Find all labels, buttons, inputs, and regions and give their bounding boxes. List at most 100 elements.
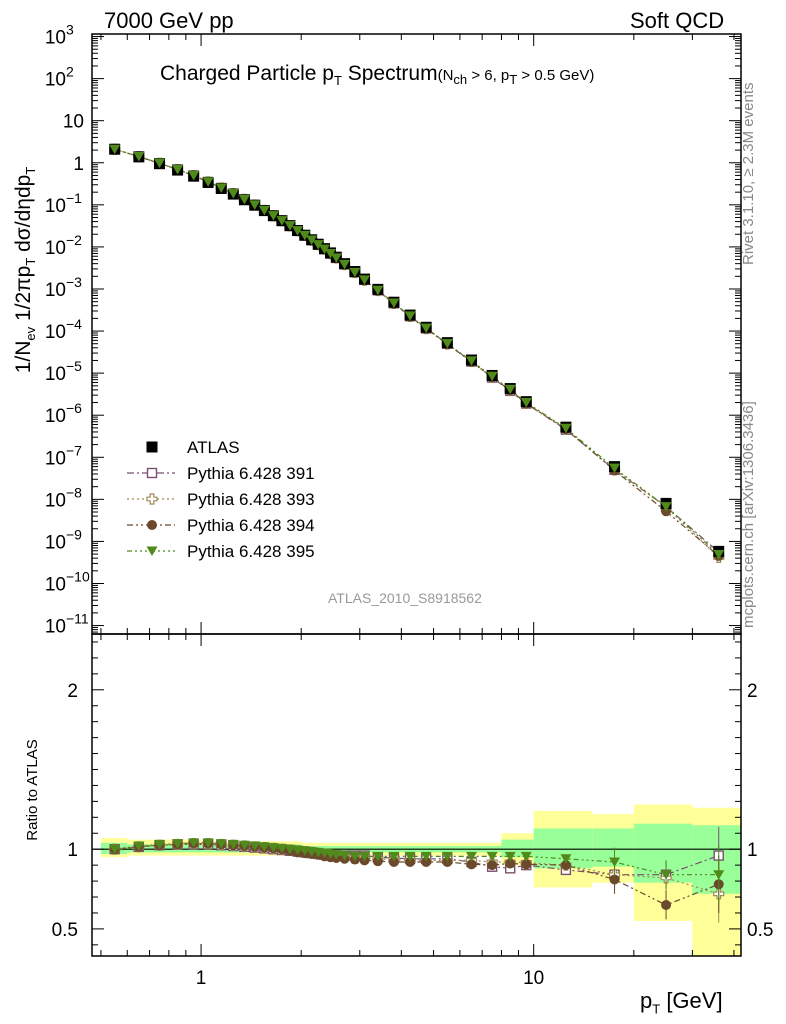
- data-point: [227, 189, 239, 199]
- ratio-y-tick-label: 2: [67, 681, 78, 702]
- mcplots-label: mcplots.cern.ch [arXiv:1306.3436]: [740, 401, 757, 628]
- ratio-point: [172, 839, 184, 849]
- y-tick-exponent: −9: [66, 526, 82, 542]
- data-point: [388, 298, 400, 309]
- ratio-point: [504, 851, 516, 862]
- y-tick-label: 10: [45, 280, 66, 301]
- ratio-point: [609, 874, 620, 885]
- ratio-point: [188, 838, 200, 848]
- ratio-point: [661, 899, 672, 910]
- y-axis-label-main: 1/Nev 1/2πpT dσ/dηdpT: [12, 166, 39, 374]
- y-tick-exponent: −2: [66, 232, 82, 248]
- x-tick-label: 10: [523, 968, 544, 989]
- y-tick-exponent: −8: [66, 484, 82, 500]
- ratio-point: [359, 851, 371, 862]
- ratio-point: [202, 838, 214, 848]
- ratio-point: [560, 854, 572, 864]
- y-tick-exponent: −4: [66, 316, 82, 332]
- x-tick-label: 1: [196, 968, 207, 989]
- y-tick-label: 10: [45, 617, 66, 638]
- ratio-point: [660, 870, 672, 880]
- ratio-point: [154, 839, 166, 850]
- ratio-point: [349, 851, 361, 862]
- data-point: [339, 259, 351, 270]
- legend-entry: ATLAS: [187, 438, 240, 457]
- ratio-point: [404, 851, 416, 862]
- chart-title: Charged Particle pT Spectrum(Nch > 6, pT…: [160, 62, 595, 89]
- energy-label: 7000 GeV pp: [104, 8, 234, 33]
- legend-entry: Pythia 6.428 395: [187, 542, 315, 561]
- data-point: [258, 205, 270, 216]
- data-point: [713, 550, 725, 560]
- data-point: [238, 194, 250, 205]
- data-point: [404, 311, 416, 321]
- ratio-point: [330, 850, 342, 860]
- ratio-point: [339, 851, 351, 861]
- y-tick-label: 10: [45, 196, 66, 217]
- legend-entry: Pythia 6.428 391: [187, 464, 315, 483]
- y-tick-label: 10: [45, 364, 66, 385]
- y-tick-exponent: −6: [66, 400, 82, 416]
- y-tick-exponent: −11: [66, 611, 89, 627]
- data-point: [299, 230, 311, 241]
- analysis-id-label: ATLAS_2010_S8918562: [328, 590, 482, 606]
- ratio-point: [521, 859, 532, 870]
- data-point: [465, 356, 477, 366]
- ratio-point: [441, 851, 453, 862]
- data-point: [312, 240, 324, 250]
- ratio-point: [284, 844, 296, 855]
- ratio-point: [372, 851, 384, 862]
- ratio-point: [505, 858, 516, 869]
- ratio-point: [487, 860, 498, 871]
- data-point: [202, 177, 214, 187]
- legend-entry: Pythia 6.428 393: [187, 490, 315, 509]
- y-tick-label: 10: [45, 322, 66, 343]
- data-point: [284, 221, 296, 231]
- ratio-point: [227, 839, 239, 850]
- ratio-y-tick-label: 0.5: [52, 920, 78, 941]
- ratio-point: [486, 851, 498, 862]
- data-point: [306, 235, 318, 246]
- data-point: [172, 164, 184, 175]
- legend-marker: [146, 493, 158, 505]
- y-tick-exponent: −5: [66, 358, 82, 374]
- data-point: [318, 244, 330, 255]
- y-axis-label-ratio: Ratio to ATLAS: [24, 739, 41, 841]
- ratio-y-tick-label-right: 1: [747, 840, 758, 861]
- y-tick-label: 10: [45, 28, 66, 49]
- y-tick-label: 10: [45, 574, 66, 595]
- ratio-point: [133, 841, 145, 852]
- ratio-point: [388, 856, 399, 867]
- legend-marker: [146, 441, 158, 453]
- y-tick-exponent: −7: [66, 442, 82, 458]
- ratio-point: [442, 856, 453, 867]
- ratio-point: [258, 842, 270, 852]
- data-point: [609, 463, 621, 474]
- ratio-point: [713, 870, 725, 880]
- y-tick-exponent: −10: [66, 568, 90, 584]
- ratio-point: [609, 857, 621, 867]
- y-tick-label: 10: [45, 406, 66, 427]
- data-point: [349, 267, 361, 278]
- legend-entry: Pythia 6.428 394: [187, 516, 315, 535]
- ratio-point: [421, 856, 432, 867]
- data-point: [109, 144, 121, 155]
- ratio-point: [238, 840, 250, 851]
- data-point: [504, 384, 516, 395]
- ratio-y-tick-label-right: 2: [747, 681, 758, 702]
- data-point: [330, 253, 342, 263]
- ratio-point: [276, 843, 288, 854]
- x-axis-label: pT [GeV]: [640, 988, 723, 1017]
- ratio-point: [249, 841, 261, 852]
- legend-marker: [146, 467, 158, 479]
- data-point: [292, 226, 304, 236]
- data-point: [215, 183, 227, 193]
- ratio-point: [109, 844, 121, 855]
- data-point: [359, 275, 371, 285]
- ratio-point: [466, 859, 477, 870]
- data-point: [249, 200, 261, 210]
- y-tick-label: 10: [63, 112, 84, 133]
- legend-marker: [147, 520, 157, 530]
- legend-marker: [146, 546, 158, 556]
